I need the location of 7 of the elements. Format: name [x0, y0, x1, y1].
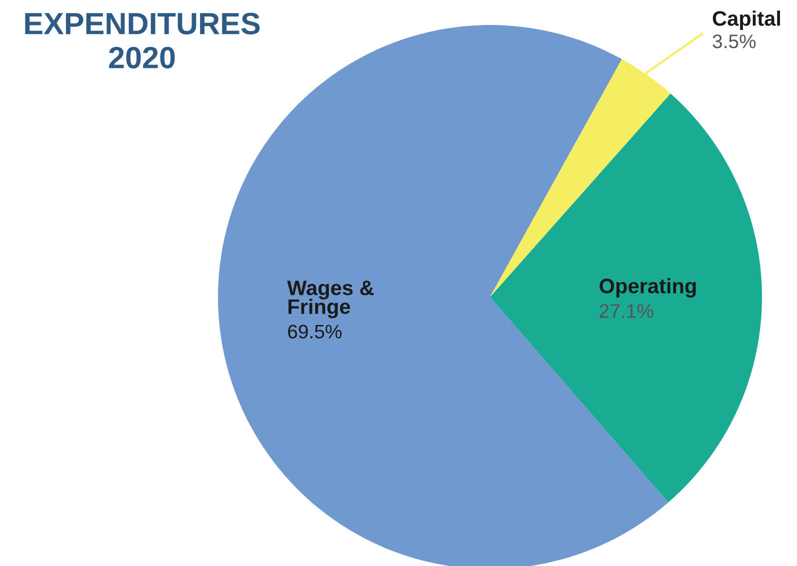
slice-label: Wages & Fringe	[287, 280, 374, 318]
data-label: 3.5%	[712, 34, 756, 48]
slice-label: Operating	[600, 278, 696, 298]
slice-label: Capital	[712, 10, 780, 30]
data-label: 27.1%	[600, 304, 654, 318]
data-label: 69.5%	[288, 324, 342, 339]
chart-title: EXPENDITURES 2020	[25, 12, 260, 68]
